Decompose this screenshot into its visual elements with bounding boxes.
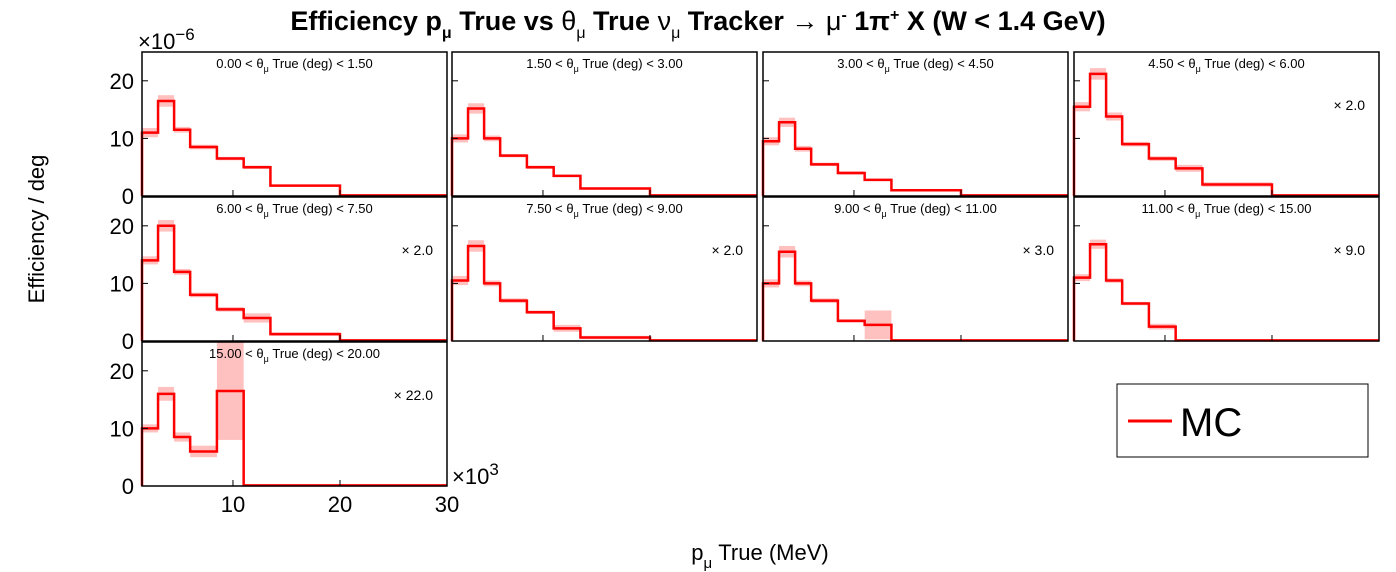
panel-scale-factor: × 2.0 bbox=[1333, 97, 1365, 113]
panel-label-sub: μ bbox=[264, 64, 269, 74]
panel-frame bbox=[762, 196, 1069, 342]
panel-label-pre: 4.50 < bbox=[1148, 56, 1188, 71]
panel-label: 3.00 < θμ True (deg) < 4.50 bbox=[837, 56, 993, 74]
legend-label: MC bbox=[1180, 401, 1242, 445]
x-tick-label: 30 bbox=[435, 492, 459, 517]
panel-label: 9.00 < θμ True (deg) < 11.00 bbox=[834, 201, 997, 219]
mc-step-line bbox=[1072, 242, 1379, 342]
panel-label-post: True (deg) < 20.00 bbox=[269, 346, 380, 361]
panel-label-theta: θ bbox=[566, 56, 573, 71]
panel-7: 9.00 < θμ True (deg) < 11.00 × 3.0 bbox=[761, 196, 1069, 342]
panel-label-theta: θ bbox=[566, 201, 573, 216]
legend: MC bbox=[1116, 383, 1369, 458]
panel-label-theta: θ bbox=[256, 346, 263, 361]
y-tick-label: 0 bbox=[122, 184, 134, 209]
x-exponent-label: ×103 bbox=[452, 460, 499, 489]
panel-4: 4.50 < θμ True (deg) < 6.00 × 2.0 bbox=[1072, 51, 1380, 197]
panel-label-sub: μ bbox=[1195, 209, 1200, 219]
panel-label-pre: 9.00 < bbox=[834, 201, 874, 216]
y-tick-label: 10 bbox=[110, 416, 134, 441]
panel-label-sub: μ bbox=[574, 64, 579, 74]
panel-label-pre: 1.50 < bbox=[526, 56, 566, 71]
x-tick-label: 10 bbox=[221, 492, 245, 517]
y-tick-label: 0 bbox=[122, 474, 134, 499]
y-tick-label: 10 bbox=[110, 126, 134, 151]
panel-label-sub: μ bbox=[881, 209, 886, 219]
y-axis-label: Efficiency / deg bbox=[24, 155, 49, 304]
panel-label-theta: θ bbox=[1188, 201, 1195, 216]
panel-label: 0.00 < θμ True (deg) < 1.50 bbox=[216, 56, 372, 74]
panel-label-theta: θ bbox=[877, 56, 884, 71]
x-axis-label: pμ True (MeV) bbox=[691, 540, 828, 572]
panel-frame bbox=[451, 51, 758, 197]
panel-label-theta: θ bbox=[256, 201, 263, 216]
panel-frame bbox=[141, 51, 448, 197]
panel-label: 7.50 < θμ True (deg) < 9.00 bbox=[526, 201, 682, 219]
panel-label-pre: 15.00 < bbox=[209, 346, 256, 361]
panel-label: 15.00 < θμ True (deg) < 20.00 bbox=[209, 346, 380, 364]
y-tick-label: 10 bbox=[110, 271, 134, 296]
panel-label: 6.00 < θμ True (deg) < 7.50 bbox=[216, 201, 372, 219]
panel-scale-factor: × 2.0 bbox=[401, 242, 433, 258]
panel-scale-factor: × 3.0 bbox=[1022, 242, 1054, 258]
panel-label-post: True (deg) < 3.00 bbox=[579, 56, 683, 71]
panel-label-pre: 11.00 < bbox=[1142, 201, 1188, 216]
panel-1: 0.00 < θμ True (deg) < 1.50 0 10 20 bbox=[110, 51, 448, 209]
panel-label: 11.00 < θμ True (deg) < 15.00 bbox=[1142, 201, 1312, 219]
panel-scale-factor: × 22.0 bbox=[394, 387, 434, 403]
x-tick-label: 20 bbox=[328, 492, 352, 517]
panel-label-sub: μ bbox=[264, 209, 269, 219]
mc-step-line bbox=[761, 121, 1068, 197]
panel-label-sub: μ bbox=[574, 209, 579, 219]
panel-scale-factor: × 9.0 bbox=[1333, 242, 1365, 258]
panel-9: 15.00 < θμ True (deg) < 20.00 × 22.0 0 10 20… bbox=[110, 341, 459, 517]
panel-frame bbox=[141, 196, 448, 342]
panel-label-theta: θ bbox=[874, 201, 881, 216]
y-tick-label: 20 bbox=[110, 214, 134, 239]
panel-frame bbox=[1073, 196, 1380, 342]
mc-step-line bbox=[140, 99, 447, 197]
mc-step-line bbox=[761, 250, 1068, 342]
panel-label-post: True (deg) < 9.00 bbox=[579, 201, 683, 216]
panel-label-post: True (deg) < 15.00 bbox=[1200, 201, 1311, 216]
y-tick-label: 20 bbox=[110, 359, 134, 384]
y-tick-label: 0 bbox=[122, 329, 134, 354]
mc-step-line bbox=[1072, 72, 1379, 197]
panel-label-pre: 3.00 < bbox=[837, 56, 877, 71]
y-tick-label: 20 bbox=[110, 69, 134, 94]
panel-frame bbox=[762, 51, 1069, 197]
panel-label-pre: 6.00 < bbox=[216, 201, 256, 216]
panel-5: 6.00 < θμ True (deg) < 7.50 × 2.0 0 10 20 bbox=[110, 196, 448, 354]
mc-step-line bbox=[450, 244, 757, 342]
mc-step-line bbox=[140, 224, 447, 342]
panel-scale-factor: × 2.0 bbox=[711, 242, 743, 258]
panel-label-post: True (deg) < 11.00 bbox=[887, 201, 997, 216]
panel-2: 1.50 < θμ True (deg) < 3.00 bbox=[450, 51, 758, 197]
panel-frame bbox=[451, 196, 758, 342]
panel-frame bbox=[1073, 51, 1380, 197]
panel-label-pre: 0.00 < bbox=[216, 56, 256, 71]
panel-label-theta: θ bbox=[1188, 56, 1195, 71]
panel-label-sub: μ bbox=[1196, 64, 1201, 74]
chart-title: Efficiency pμ True vs θμ True νμ Tracker… bbox=[290, 6, 1105, 42]
panel-label-post: True (deg) < 6.00 bbox=[1201, 56, 1305, 71]
panel-6: 7.50 < θμ True (deg) < 9.00 × 2.0 bbox=[450, 196, 758, 342]
panel-label-sub: μ bbox=[885, 64, 890, 74]
panel-label-post: True (deg) < 1.50 bbox=[269, 56, 373, 71]
panel-label-post: True (deg) < 7.50 bbox=[269, 201, 373, 216]
panel-frame bbox=[141, 341, 448, 487]
panel-label-pre: 7.50 < bbox=[526, 201, 566, 216]
y-exponent-label: ×10−6 bbox=[138, 25, 195, 54]
panel-8: 11.00 < θμ True (deg) < 15.00 × 9.0 bbox=[1072, 196, 1380, 342]
panel-label: 4.50 < θμ True (deg) < 6.00 bbox=[1148, 56, 1304, 74]
panel-3: 3.00 < θμ True (deg) < 4.50 bbox=[761, 51, 1069, 197]
panel-label-theta: θ bbox=[256, 56, 263, 71]
panel-label: 1.50 < θμ True (deg) < 3.00 bbox=[526, 56, 682, 74]
panel-label-post: True (deg) < 4.50 bbox=[890, 56, 994, 71]
panel-label-sub: μ bbox=[264, 354, 269, 364]
mc-step-line bbox=[450, 107, 757, 197]
